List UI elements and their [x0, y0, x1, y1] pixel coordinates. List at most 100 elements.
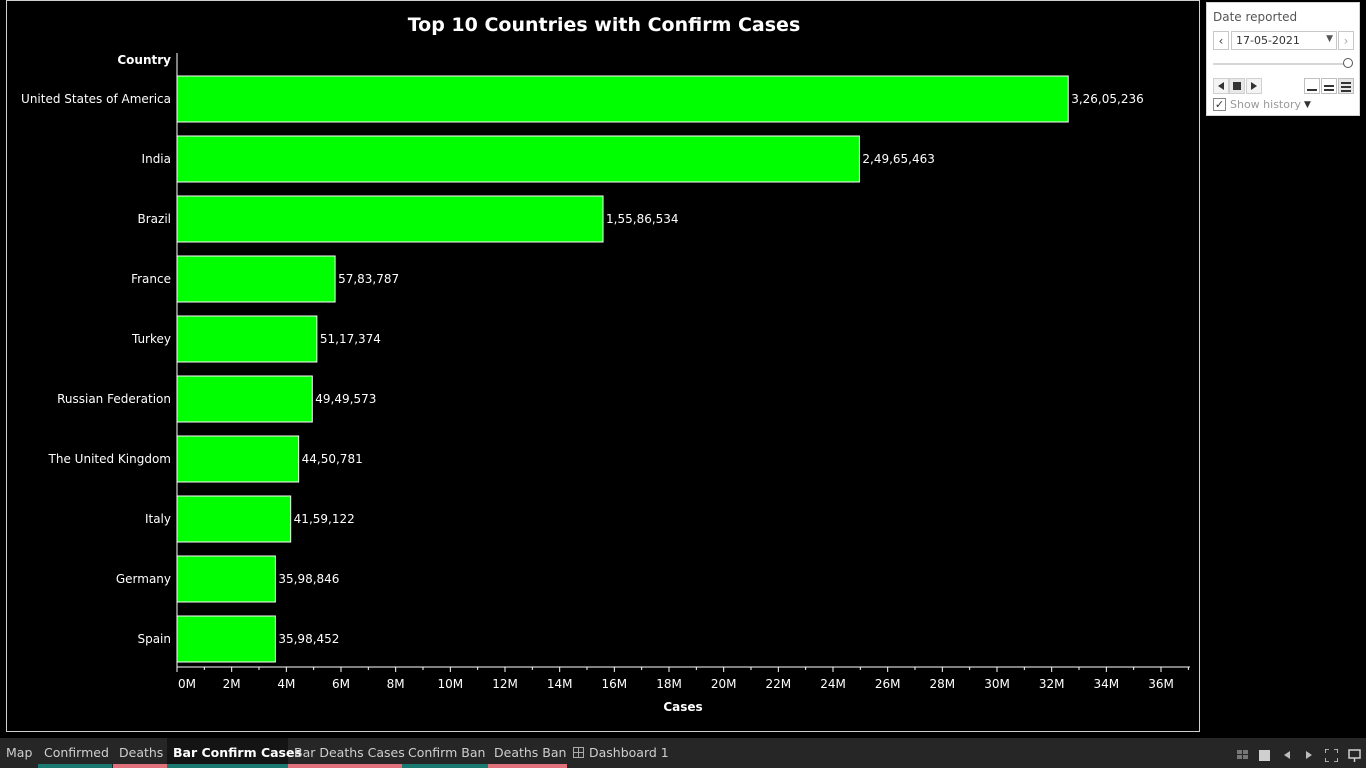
speed-fast-icon	[1341, 82, 1351, 84]
fullscreen-icon[interactable]	[1323, 748, 1339, 762]
x-tick-label: 24M	[820, 677, 846, 691]
x-tick-label: 34M	[1094, 677, 1120, 691]
x-tick-label: 2M	[223, 677, 241, 691]
tab-dashboard-1[interactable]: Dashboard 1	[567, 738, 669, 768]
date-dropdown[interactable]: 17-05-2021 ▼	[1231, 31, 1337, 50]
bar-germany[interactable]	[176, 555, 276, 603]
date-slider-track[interactable]	[1213, 63, 1347, 65]
category-label: France	[131, 272, 171, 286]
tab-underline	[38, 764, 112, 768]
speed-medium-icon	[1324, 85, 1334, 87]
category-label: Italy	[145, 512, 171, 526]
bar-india[interactable]	[176, 135, 860, 183]
x-tick-label: 16M	[602, 677, 628, 691]
tab-deaths[interactable]: Deaths	[113, 738, 167, 768]
speed-slow-button[interactable]	[1304, 78, 1320, 94]
data-label: 35,98,452	[278, 632, 339, 646]
show-history-checkbox[interactable]: ✓	[1213, 98, 1226, 111]
x-tick-label: 0M	[178, 677, 196, 691]
date-slider-knob[interactable]	[1343, 58, 1353, 68]
worksheet-frame: Top 10 Countries with Confirm Cases Coun…	[6, 0, 1200, 732]
x-tick-label: 30M	[984, 677, 1010, 691]
data-label: 35,98,846	[278, 572, 339, 586]
presentation-icon[interactable]	[1257, 748, 1271, 762]
show-history-control[interactable]: ✓ Show history ▼	[1213, 98, 1311, 111]
tab-deaths-ban[interactable]: Deaths Ban	[488, 738, 567, 768]
step-back-icon	[1218, 82, 1224, 90]
x-tick-label: 18M	[656, 677, 682, 691]
stop-button[interactable]	[1229, 78, 1245, 94]
x-tick-label: 28M	[930, 677, 956, 691]
data-label: 3,26,05,236	[1071, 92, 1144, 106]
prev-date-button[interactable]: ‹	[1213, 31, 1229, 50]
x-axis-title: Cases	[663, 700, 702, 714]
right-panel	[1201, 0, 1366, 738]
bar-spain[interactable]	[176, 615, 276, 663]
tab-label: Map	[6, 745, 33, 760]
data-label: 49,49,573	[315, 392, 376, 406]
x-tick-label: 32M	[1039, 677, 1065, 691]
tab-label: Bar Confirm Cases	[173, 745, 302, 760]
bar-italy[interactable]	[176, 495, 292, 543]
chevron-down-icon[interactable]: ▼	[1304, 99, 1311, 110]
x-tick-label: 14M	[547, 677, 573, 691]
tab-label: Dashboard 1	[589, 745, 669, 760]
tab-underline	[167, 764, 288, 768]
tab-label: Deaths	[119, 745, 164, 760]
next-date-button[interactable]: ›	[1338, 31, 1354, 50]
tab-confirm-ban[interactable]: Confirm Ban	[402, 738, 488, 768]
speed-slow-icon	[1307, 89, 1317, 91]
bar-chart[interactable]: Country United States of America 3,26,05,2…	[7, 1, 1199, 731]
category-label: United States of America	[21, 92, 171, 106]
date-value: 17-05-2021	[1236, 34, 1300, 47]
x-tick-label: 26M	[875, 677, 901, 691]
bar-russian-federation[interactable]	[176, 375, 313, 423]
tab-map[interactable]: Map	[0, 738, 37, 768]
x-tick-label: 20M	[711, 677, 737, 691]
x-tick-label: 36M	[1148, 677, 1174, 691]
tile-view-icon[interactable]	[1236, 748, 1250, 762]
data-label: 44,50,781	[302, 452, 363, 466]
speed-fast-button[interactable]	[1338, 78, 1354, 94]
bar-france[interactable]	[176, 255, 336, 303]
prev-sheet-icon[interactable]	[1280, 748, 1294, 762]
data-label: 41,59,122	[294, 512, 355, 526]
x-tick-label: 22M	[766, 677, 792, 691]
filter-title: Date reported	[1213, 10, 1298, 24]
x-tick-label: 10M	[438, 677, 464, 691]
data-label: 2,49,65,463	[862, 152, 935, 166]
data-label: 51,17,374	[320, 332, 381, 346]
tab-underline	[113, 764, 167, 768]
date-filter-card: Date reported ‹ 17-05-2021 ▼ › ✓ Show hi…	[1206, 2, 1360, 116]
tab-label: Deaths Ban	[494, 745, 567, 760]
bar-united-states-of-america[interactable]	[176, 75, 1069, 123]
category-label: India	[142, 152, 171, 166]
tab-label: Confirm Ban	[408, 745, 486, 760]
category-label: Spain	[137, 632, 171, 646]
bar-turkey[interactable]	[176, 315, 318, 363]
chevron-down-icon: ▼	[1326, 34, 1333, 44]
dashboard-grid-icon	[573, 747, 584, 758]
x-tick-label: 6M	[332, 677, 350, 691]
step-back-button[interactable]	[1213, 78, 1229, 94]
chart-title: Top 10 Countries with Confirm Cases	[407, 14, 801, 36]
next-sheet-icon[interactable]	[1302, 748, 1316, 762]
device-preview-icon[interactable]	[1346, 748, 1362, 762]
chevron-right-icon: ›	[1343, 33, 1349, 48]
data-label: 1,55,86,534	[606, 212, 679, 226]
tab-bar-deaths-cases[interactable]: Bar Deaths Cases	[288, 738, 405, 768]
x-tick-label: 8M	[387, 677, 405, 691]
x-tick-label: 12M	[492, 677, 518, 691]
category-label: Brazil	[138, 212, 172, 226]
bar-brazil[interactable]	[176, 195, 604, 243]
category-label: Germany	[116, 572, 171, 586]
show-history-label: Show history	[1230, 98, 1302, 111]
tab-label: Bar Deaths Cases	[294, 745, 405, 760]
stop-icon	[1233, 82, 1241, 90]
tab-confirmed[interactable]: Confirmed	[38, 738, 112, 768]
tab-bar-confirm-cases[interactable]: Bar Confirm Cases	[167, 738, 302, 768]
speed-medium-button[interactable]	[1321, 78, 1337, 94]
play-button[interactable]	[1246, 78, 1262, 94]
bar-the-united-kingdom[interactable]	[176, 435, 300, 483]
tab-underline	[402, 764, 488, 768]
